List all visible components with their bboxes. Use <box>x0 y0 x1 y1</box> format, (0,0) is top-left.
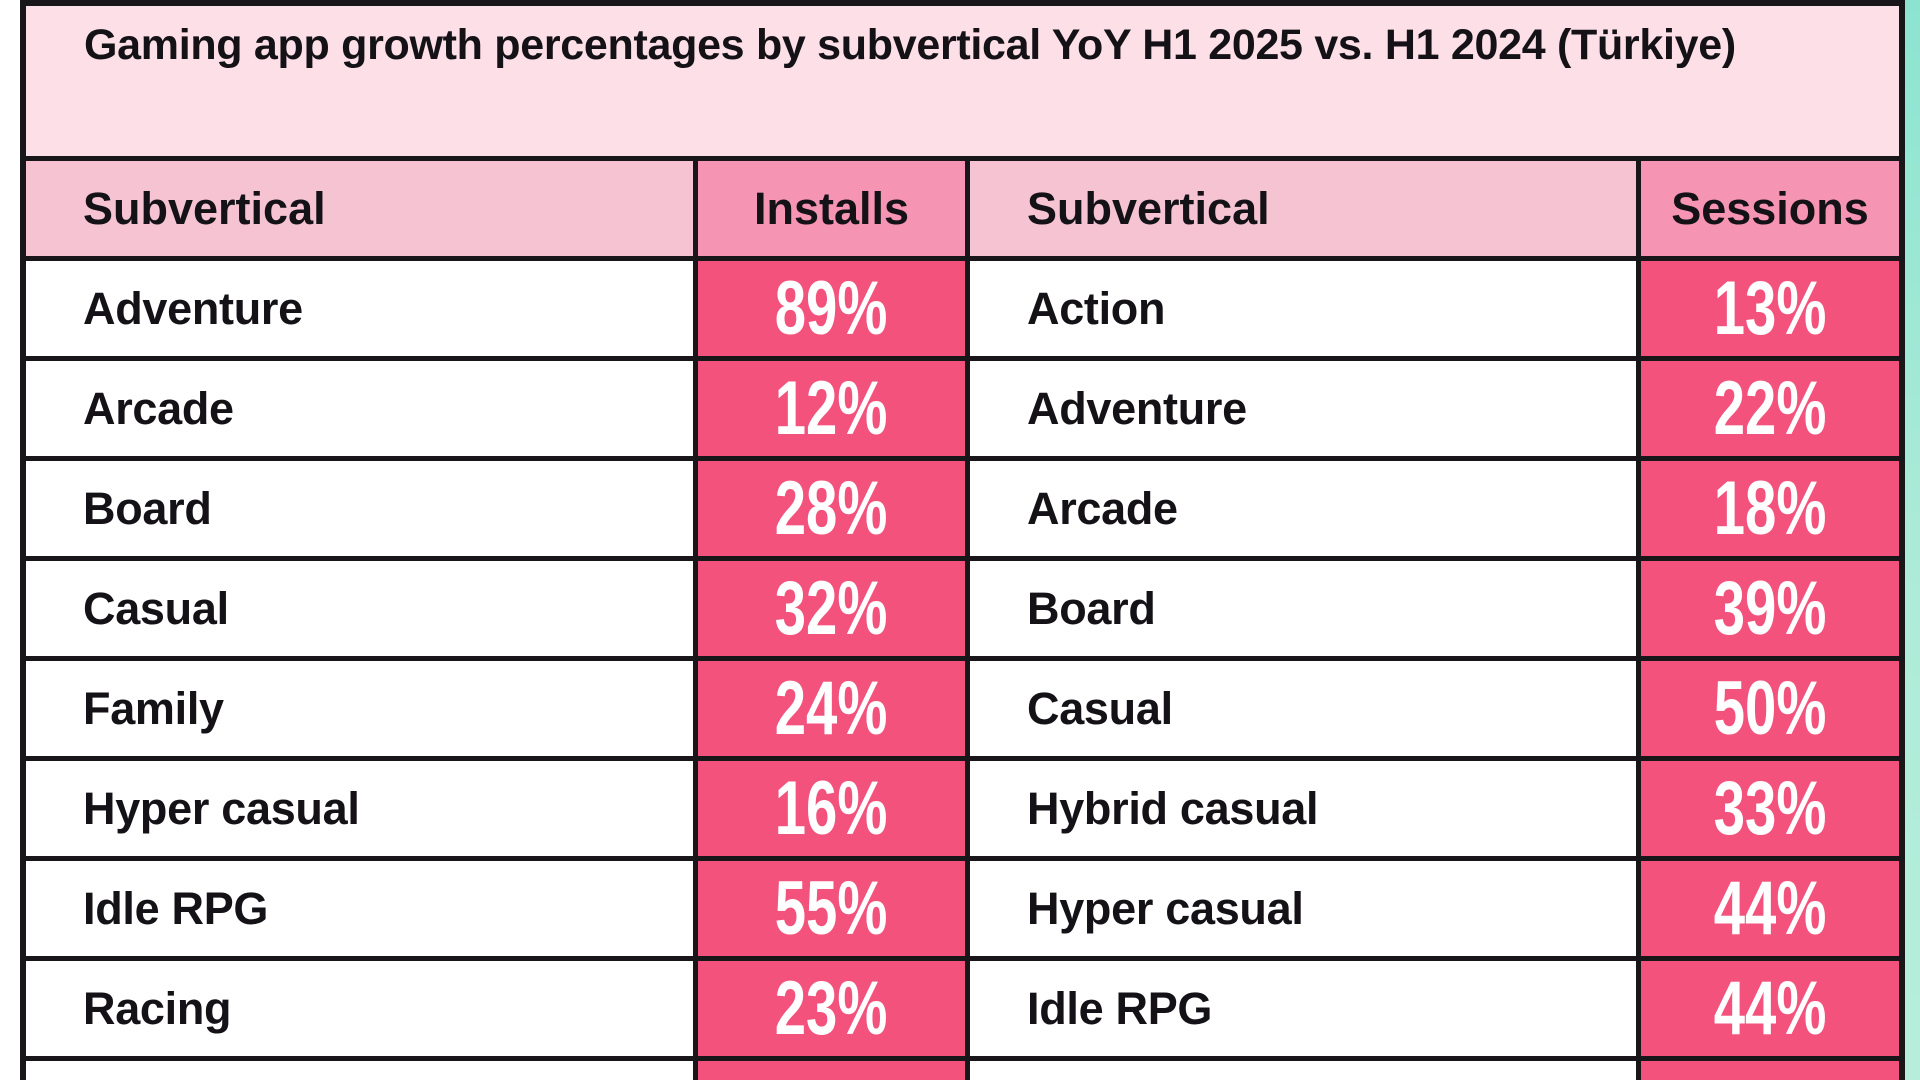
percentage-value: 13% <box>1713 266 1827 351</box>
installs-value-cell: 24% <box>698 661 965 756</box>
subvertical-label-cell: Arcade <box>970 461 1636 556</box>
sessions-value-cell: 39% <box>1641 561 1899 656</box>
sessions-value-cell: 50% <box>1641 661 1899 756</box>
subvertical-label-cell: Adventure <box>26 261 693 356</box>
percentage-value: 16% <box>775 766 888 851</box>
sessions-value-cell: 13% <box>1641 261 1899 356</box>
installs-value-cell: 32% <box>698 561 965 656</box>
subvertical-label-cell: Arcade <box>26 361 693 456</box>
installs-value-cell: 23% <box>698 961 965 1056</box>
sessions-value-cell: 22% <box>1641 361 1899 456</box>
installs-value-cell: 89% <box>698 261 965 356</box>
installs-value-cell: 55% <box>698 861 965 956</box>
subvertical-label-cell: Board <box>970 561 1636 656</box>
subvertical-label-cell: Family <box>26 661 693 756</box>
percentage-value: 55% <box>775 866 888 951</box>
percentage-value: 32% <box>775 566 888 651</box>
sessions-value-cell: 44% <box>1641 861 1899 956</box>
subvertical-label-cell: Hyper casual <box>26 761 693 856</box>
sessions-value-cell: 44% <box>1641 961 1899 1056</box>
percentage-value: 24% <box>775 666 888 751</box>
subvertical-label-cell: Hyper casual <box>970 861 1636 956</box>
percentage-value: 22% <box>1713 366 1827 451</box>
subvertical-label-cell: Adventure <box>970 361 1636 456</box>
subvertical-label-cell: Idle RPG <box>970 961 1636 1056</box>
percentage-value: 44% <box>1713 966 1827 1051</box>
subvertical-label-cell: Hybrid casual <box>970 761 1636 856</box>
installs-value-cell: 16% <box>698 761 965 856</box>
sessions-value-cell: 33% <box>1641 761 1899 856</box>
percentage-value: 18% <box>1713 466 1827 551</box>
subvertical-label-cell <box>970 1061 1636 1080</box>
percentage-value: 28% <box>775 466 888 551</box>
subvertical-label-cell: Racing <box>26 961 693 1056</box>
percentage-value: 44% <box>1713 866 1827 951</box>
percentage-value: 50% <box>1713 666 1827 751</box>
column-header-subvertical-left: Subvertical <box>26 161 693 256</box>
subvertical-label-cell: Casual <box>970 661 1636 756</box>
installs-value-cell: 12% <box>698 361 965 456</box>
sessions-value-cell <box>1641 1061 1899 1080</box>
installs-value-cell <box>698 1061 965 1080</box>
column-header-installs: Installs <box>698 161 965 256</box>
subvertical-label-cell: Board <box>26 461 693 556</box>
percentage-value: 89% <box>775 266 888 351</box>
growth-percentages-table: Gaming app growth percentages by subvert… <box>20 0 1905 1080</box>
sessions-value-cell: 18% <box>1641 461 1899 556</box>
subvertical-label-cell: Casual <box>26 561 693 656</box>
subvertical-label-cell: Action <box>970 261 1636 356</box>
percentage-value: 23% <box>775 966 888 1051</box>
table-title: Gaming app growth percentages by subvert… <box>26 6 1899 156</box>
percentage-value: 33% <box>1713 766 1827 851</box>
page-background-right-strip <box>1905 0 1920 1080</box>
column-header-sessions: Sessions <box>1641 161 1899 256</box>
subvertical-label-cell <box>26 1061 693 1080</box>
column-header-subvertical-right: Subvertical <box>970 161 1636 256</box>
installs-value-cell: 28% <box>698 461 965 556</box>
percentage-value: 39% <box>1713 566 1827 651</box>
percentage-value: 12% <box>775 366 888 451</box>
subvertical-label-cell: Idle RPG <box>26 861 693 956</box>
